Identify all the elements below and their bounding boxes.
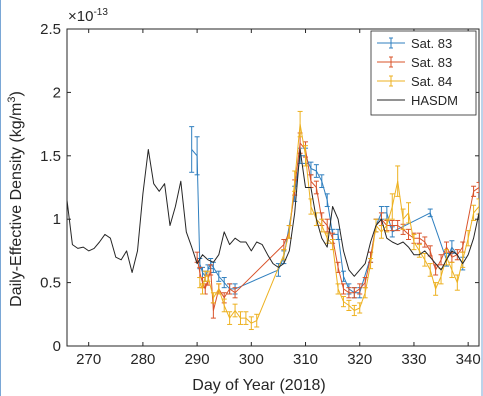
y-multiplier-base: ×10 (68, 8, 93, 25)
y-tick-label: 1.5 (40, 148, 61, 165)
y-multiplier-exponent: -13 (93, 7, 108, 18)
x-tick-label: 280 (130, 351, 155, 368)
x-tick-label: 270 (76, 351, 101, 368)
y-tick-label: 2 (53, 84, 61, 101)
legend-item: Sat. 83 (377, 55, 452, 70)
series-line (199, 123, 479, 324)
x-tick-label: 340 (456, 351, 481, 368)
y-tick-label: 1 (53, 211, 61, 228)
y-tick-label: 0.5 (40, 275, 61, 292)
series-hasdm-3 (67, 149, 479, 277)
plot-series-group (67, 110, 479, 331)
x-tick-label: 300 (239, 351, 264, 368)
legend-item: Sat. 83 (377, 36, 452, 51)
y-multiplier: ×10-13 (68, 7, 108, 25)
legend-box (370, 30, 477, 116)
x-tick-label: 290 (185, 351, 210, 368)
y-axis-label: Daily-Effective Density (kg/m3) (6, 91, 25, 307)
x-tick-label: 330 (401, 351, 426, 368)
legend-label: Sat. 83 (411, 55, 452, 70)
series-sat-84-2 (197, 110, 479, 331)
legend-label: Sat. 84 (411, 74, 452, 89)
y-axis-label-sup: 3 (6, 97, 18, 103)
legend-label: HASDM (411, 93, 458, 108)
y-axis-label-close: ) (8, 91, 25, 96)
legend-label: Sat. 83 (411, 36, 452, 51)
y-tick-label: 0 (53, 338, 61, 355)
legend-item: Sat. 84 (377, 74, 452, 89)
legend: Sat. 83 Sat. 83 Sat. 84 HASDM (370, 30, 477, 116)
plot-area: 270 280 290 300 310 320 330 340 0 0.5 1 1.5 2 2.5 (40, 21, 481, 368)
y-tick-label: 2.5 (40, 21, 61, 38)
x-axis-label: Day of Year (2018) (192, 377, 325, 394)
legend-item: HASDM (377, 93, 458, 108)
x-tick-label: 310 (293, 351, 318, 368)
series-line (67, 149, 479, 277)
y-axis-label-main: Daily-Effective Density (kg/m (8, 103, 25, 307)
x-tick-label: 320 (347, 351, 372, 368)
